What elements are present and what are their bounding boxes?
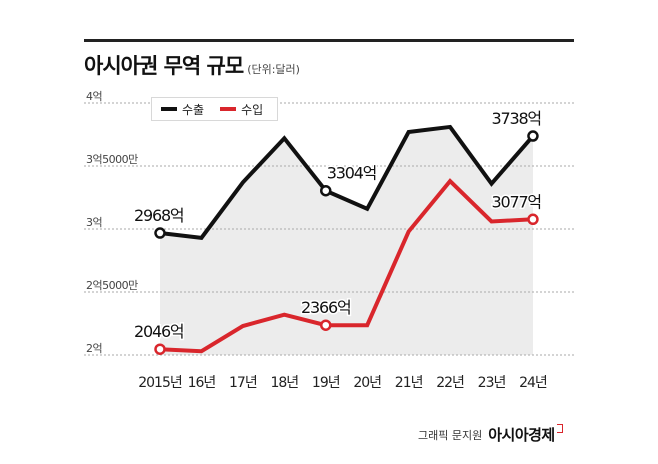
- x-tick-label: 24년: [519, 375, 547, 391]
- x-tick-label: 2015년: [138, 375, 182, 391]
- y-tick-label: 3억: [86, 216, 102, 229]
- export-point-marker: [527, 130, 539, 142]
- x-tick-label: 23년: [478, 375, 506, 391]
- chart-title-text: 아시아권 무역 규모: [84, 54, 244, 78]
- y-tick-label: 3억5000만: [86, 153, 138, 166]
- export-data-label: 3738억: [492, 109, 541, 128]
- export-data-label: 3304억: [327, 164, 376, 183]
- top-rule: [84, 39, 574, 42]
- publisher-logo: 아시아경제: [488, 424, 563, 445]
- legend-swatch-import: [220, 107, 237, 111]
- export-line: [159, 124, 535, 240]
- y-tick-label: 2억5000만: [86, 279, 138, 292]
- legend-swatch-export: [161, 107, 177, 111]
- import-point-marker: [527, 213, 539, 226]
- logo-mark-icon: [556, 424, 563, 433]
- x-tick-label: 16년: [188, 375, 216, 391]
- export-area-fill: [160, 126, 533, 355]
- y-tick-label: 2억: [86, 342, 102, 355]
- x-tick-label: 22년: [436, 375, 464, 391]
- import-data-label: 3077억: [492, 192, 541, 211]
- legend-item-import: 수입: [220, 101, 263, 118]
- legend-label-export: 수출: [182, 102, 205, 117]
- legend-label-import: 수입: [241, 102, 264, 117]
- export-point-marker: [320, 184, 332, 197]
- x-tick-label: 21년: [395, 375, 423, 391]
- import-data-label: 2046억: [134, 322, 183, 341]
- import-point-marker: [154, 343, 166, 355]
- credit: 그래픽 문지원 아시아경제: [418, 424, 563, 445]
- x-tick-label: 18년: [270, 375, 298, 391]
- credit-label: 그래픽 문지원: [418, 428, 483, 442]
- import-point-marker: [320, 319, 332, 331]
- publisher-name: 아시아경제: [488, 426, 555, 444]
- legend: 수출 수입: [151, 97, 278, 121]
- export-point-marker: [154, 227, 166, 239]
- y-tick-label: 4억: [86, 90, 102, 103]
- chart-title: 아시아권 무역 규모 (단위:달러): [84, 50, 300, 80]
- export-data-label: 2968억: [134, 206, 183, 225]
- x-tick-label: 17년: [229, 375, 257, 391]
- x-tick-label: 19년: [312, 375, 340, 391]
- x-tick-label: 20년: [353, 375, 381, 391]
- import-line: [159, 178, 534, 354]
- unit-note: (단위:달러): [247, 63, 300, 76]
- legend-item-export: 수출: [161, 101, 204, 118]
- import-data-label: 2366억: [301, 298, 350, 317]
